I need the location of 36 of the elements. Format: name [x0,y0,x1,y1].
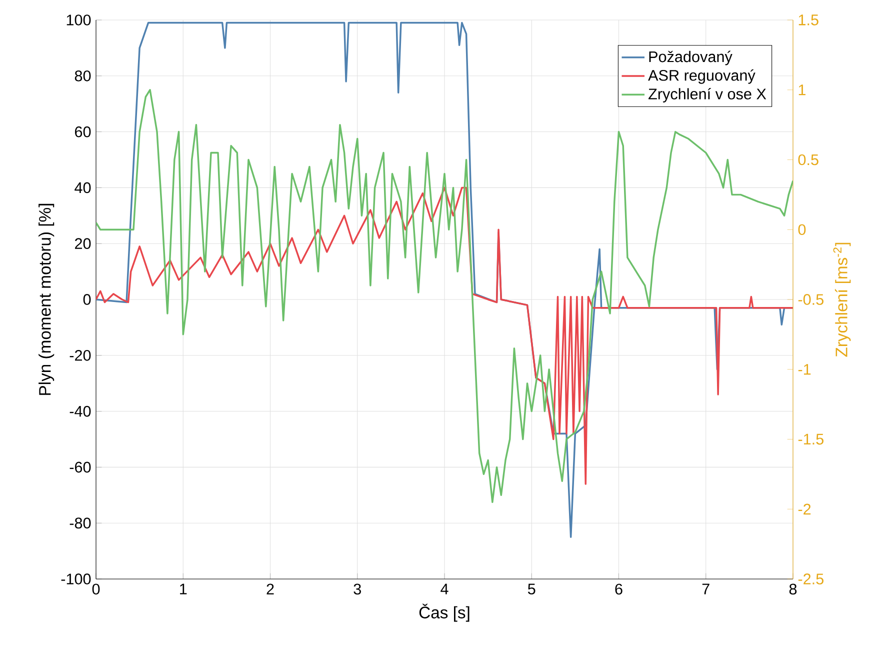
y-tick-label: -80 [70,518,91,529]
y-tick-label: 100 [66,14,91,26]
y2-tick-label: -2 [798,504,811,514]
y-tick-label: -60 [70,462,91,473]
legend-label: ASR reguovaný [648,69,756,84]
y-tick-label: 0 [83,294,91,305]
y2-tick-label: 0.5 [798,154,818,166]
x-tick-label: 4 [440,584,448,594]
legend-label: Zrychlení v ose X [648,88,766,102]
y-axis-title: Plyn (moment motoru) [%] [38,204,54,395]
y2-tick-label: -1 [798,364,811,375]
legend-label: Požadovaný [649,50,732,66]
y2-tick-label: -1.5 [798,434,824,445]
x-tick-label: 1 [180,584,187,594]
y-tick-label: 60 [75,126,91,138]
y-tick-label: 40 [74,182,91,194]
line-series [96,186,793,485]
y2-tick-label: 0 [798,224,806,236]
x-tick-label: 3 [354,584,361,595]
y-tick-label: -100 [61,574,91,584]
x-tick-label: 7 [702,584,710,594]
y-tick-label: -40 [70,406,91,417]
y2-tick-label: -0.5 [798,294,824,305]
x-tick-label: 2 [266,584,274,594]
x-tick-label: 0 [92,584,100,595]
y-tick-label: 20 [75,238,91,250]
x-tick-label: 8 [789,584,797,595]
y2-axis-title: Zrychlení [ms$^{-2}$] [833,242,851,357]
y2-tick-label: -2.5 [798,574,824,584]
y-tick-label: 80 [74,70,91,82]
y2-tick-label: 1.5 [798,14,818,26]
y-tick-label: -20 [70,350,91,361]
x-tick-label: 5 [528,584,536,594]
x-tick-label: 6 [615,584,622,595]
x-axis-title: Čas [s] [419,604,470,622]
y2-tick-label: 1 [798,84,806,96]
